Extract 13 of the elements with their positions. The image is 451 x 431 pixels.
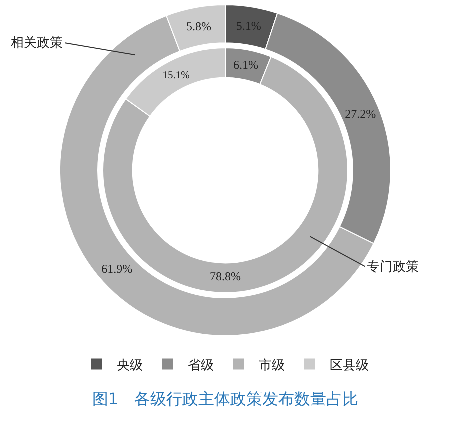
data-label: 27.2% — [345, 107, 376, 122]
slice-label: 专门政策 — [367, 259, 419, 275]
data-label: 6.1% — [233, 58, 258, 72]
slice-label: 相关政策 — [11, 36, 63, 51]
data-label: 78.8% — [210, 269, 241, 284]
data-label: 15.1% — [162, 70, 190, 82]
text: 图1 各级行政主体政策发布数量占比 — [92, 389, 359, 408]
legend-label: 区县级 — [330, 358, 369, 374]
legend-label: 央级 — [117, 358, 143, 374]
legend-label: 省级 — [188, 358, 214, 374]
legend-label: 市级 — [259, 358, 285, 374]
data-label: 5.8% — [186, 19, 212, 34]
data-label: 61.9% — [102, 262, 133, 276]
